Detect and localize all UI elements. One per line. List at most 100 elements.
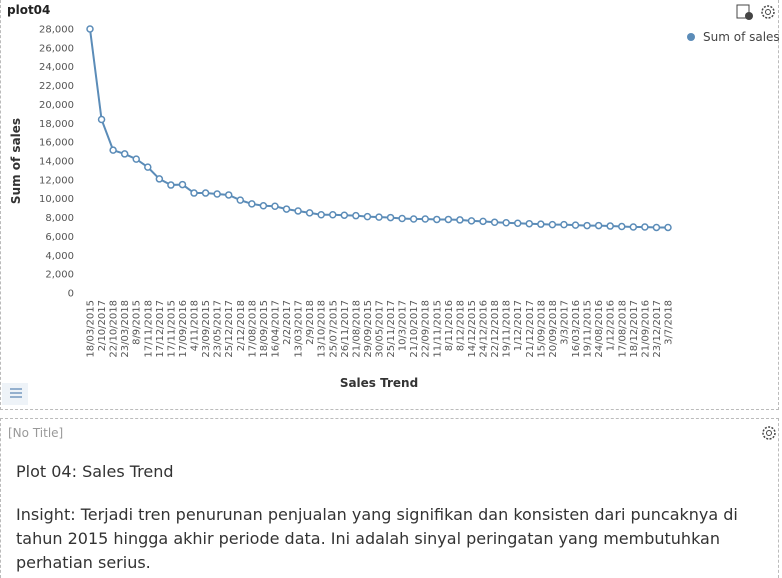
point bbox=[525, 219, 534, 228]
x-tick-label: 2/10/2017 bbox=[97, 300, 108, 351]
point bbox=[606, 222, 614, 230]
x-tick-label: 11/11/2015 bbox=[432, 300, 443, 358]
x-tick-label: 23/12/2017 bbox=[652, 300, 663, 358]
settings-ring bbox=[762, 426, 776, 440]
y-tick-label: 6,000 bbox=[45, 232, 74, 243]
point bbox=[421, 215, 429, 223]
point bbox=[548, 220, 557, 229]
point bbox=[120, 150, 129, 158]
x-tick-label: 30/05/2017 bbox=[375, 300, 386, 358]
y-tick-label: 4,000 bbox=[45, 251, 74, 262]
point bbox=[398, 214, 406, 223]
x-tick-label: 13/03/2017 bbox=[294, 300, 305, 358]
toolbar-icons[interactable] bbox=[736, 4, 775, 20]
x-axis-title: Sales Trend bbox=[340, 376, 418, 390]
x-tick-label: 13/10/2018 bbox=[317, 300, 328, 358]
point bbox=[560, 220, 568, 229]
text-heading: Plot 04: Sales Trend bbox=[16, 462, 174, 481]
point bbox=[178, 180, 187, 189]
point bbox=[294, 207, 302, 215]
point bbox=[467, 217, 476, 225]
x-tick-label: 19/11/2015 bbox=[583, 300, 594, 358]
point bbox=[629, 223, 638, 231]
x-tick-label: 19/11/2018 bbox=[502, 300, 513, 358]
x-tick-label: 22/09/2018 bbox=[421, 300, 432, 358]
y-tick-label: 14,000 bbox=[39, 157, 74, 168]
x-tick-label: 8/9/2015 bbox=[132, 300, 143, 345]
x-tick-label: 17/11/2015 bbox=[166, 300, 177, 358]
point bbox=[305, 209, 314, 217]
point bbox=[537, 220, 545, 228]
point bbox=[86, 25, 94, 33]
export-icon[interactable] bbox=[736, 4, 750, 19]
point bbox=[375, 213, 383, 221]
list-button[interactable] bbox=[2, 383, 28, 405]
settings-core bbox=[766, 430, 772, 436]
x-tick-label: 17/11/2018 bbox=[143, 300, 154, 358]
point bbox=[259, 202, 268, 210]
x-tick-label: 25/07/2015 bbox=[328, 300, 339, 358]
export-badge bbox=[745, 12, 753, 20]
x-tick-label: 17/09/2016 bbox=[178, 300, 189, 358]
y-tick-label: 8,000 bbox=[45, 213, 74, 224]
x-tick-label: 2/12/2018 bbox=[236, 300, 247, 351]
x-tick-label: 21/12/2017 bbox=[525, 300, 536, 358]
point bbox=[190, 189, 198, 197]
point bbox=[248, 200, 256, 208]
legend-marker bbox=[687, 33, 695, 41]
legend-label: Sum of sales bbox=[703, 30, 780, 44]
settings-icon-core bbox=[765, 9, 771, 15]
x-tick-label: 1/12/2016 bbox=[606, 300, 617, 351]
line bbox=[89, 28, 668, 229]
point bbox=[167, 181, 175, 189]
text-body: Insight: Terjadi tren penurunan penjuala… bbox=[16, 505, 738, 572]
settings-icon[interactable] bbox=[761, 5, 775, 19]
point bbox=[409, 215, 418, 223]
x-tick-label: 18/09/2015 bbox=[259, 300, 270, 358]
y-tick-label: 24,000 bbox=[39, 62, 74, 73]
x-tick-label: 17/08/2018 bbox=[247, 300, 258, 358]
x-tick-label: 1/12/2017 bbox=[513, 300, 524, 351]
panel-title: [No Title] bbox=[8, 426, 64, 440]
x-tick-label: 17/12/2017 bbox=[155, 300, 166, 358]
x-tick-label: 16/04/2017 bbox=[270, 300, 281, 358]
point bbox=[144, 163, 152, 171]
x-tick-label: 25/12/2017 bbox=[224, 300, 235, 358]
point bbox=[224, 191, 233, 199]
point bbox=[456, 216, 464, 224]
point bbox=[641, 223, 649, 231]
point bbox=[132, 155, 140, 163]
point bbox=[444, 215, 453, 224]
point bbox=[236, 196, 245, 204]
settings-icon[interactable] bbox=[759, 423, 779, 443]
x-tick-label: 24/12/2016 bbox=[479, 300, 490, 358]
x-tick-label: 15/09/2018 bbox=[536, 300, 547, 358]
point bbox=[571, 221, 580, 229]
point bbox=[317, 210, 325, 219]
y-tick-label: 2,000 bbox=[45, 270, 74, 281]
point bbox=[201, 189, 210, 197]
x-tick-label: 21/10/2017 bbox=[409, 300, 420, 358]
point bbox=[583, 221, 591, 230]
list-icon[interactable] bbox=[2, 383, 28, 405]
point bbox=[433, 215, 441, 224]
point bbox=[340, 211, 349, 219]
x-tick-label: 3/3/2017 bbox=[559, 300, 570, 345]
point bbox=[352, 211, 360, 220]
point bbox=[386, 213, 395, 222]
x-tick-label: 8/11/2016 bbox=[444, 300, 455, 351]
point bbox=[652, 223, 661, 232]
x-tick-label: 10/3/2017 bbox=[398, 300, 409, 351]
x-tick-label: 16/03/2016 bbox=[571, 300, 582, 358]
point bbox=[213, 190, 221, 198]
point bbox=[594, 221, 603, 230]
x-tick-label: 17/08/2018 bbox=[617, 300, 628, 358]
x-tick-label: 4/11/2018 bbox=[190, 300, 201, 351]
point bbox=[502, 219, 510, 227]
x-tick-label: 26/11/2017 bbox=[340, 300, 351, 358]
x-tick-label: 3/7/2018 bbox=[664, 300, 675, 345]
y-tick-label: 16,000 bbox=[39, 138, 74, 149]
point bbox=[513, 219, 522, 227]
point bbox=[271, 202, 279, 211]
